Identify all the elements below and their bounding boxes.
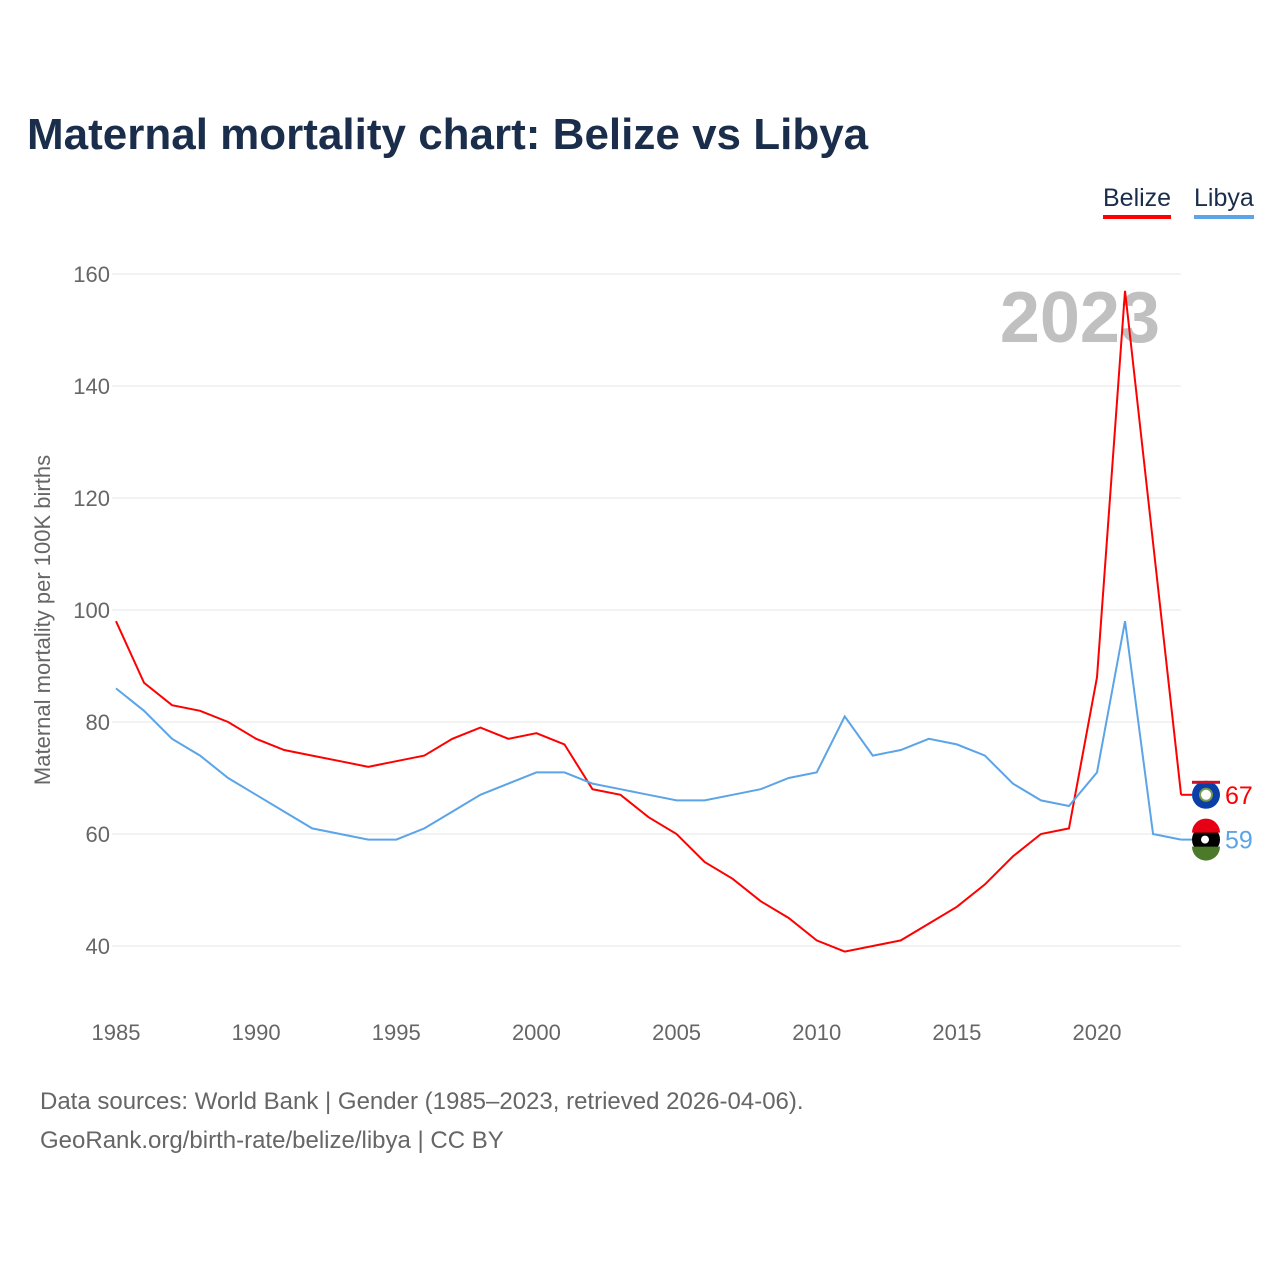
y-tick-label: 120	[73, 486, 110, 511]
page-title: Maternal mortality chart: Belize vs Liby…	[27, 110, 869, 159]
y-tick-label: 60	[86, 822, 110, 847]
x-tick-label: 2020	[1073, 1020, 1122, 1045]
y-tick-label: 100	[73, 598, 110, 623]
x-tick-label: 2015	[932, 1020, 981, 1045]
x-tick-label: 1985	[92, 1020, 141, 1045]
x-tick-label: 2005	[652, 1020, 701, 1045]
data-source: Data sources: World Bank | Gender (1985–…	[40, 1088, 804, 1115]
flag-emblem	[1199, 787, 1213, 802]
end-value-label: 59	[1225, 827, 1253, 855]
flag-stripe	[1192, 846, 1220, 861]
flag-stripe	[1192, 780, 1220, 784]
y-axis-label: Maternal mortality per 100K births	[30, 455, 55, 785]
year-watermark: 2023	[1000, 278, 1160, 358]
flag-stripe	[1192, 818, 1220, 833]
legend-libya[interactable]: Libya	[1194, 184, 1254, 219]
y-tick-label: 140	[73, 374, 110, 399]
legend-belize[interactable]: Belize	[1103, 184, 1172, 219]
x-tick-label: 2010	[792, 1020, 841, 1045]
flag-crescent	[1201, 835, 1209, 844]
end-value-label: 67	[1225, 782, 1253, 810]
y-tick-label: 80	[86, 710, 110, 735]
x-tick-label: 1990	[232, 1020, 281, 1045]
x-tick-label: 2000	[512, 1020, 561, 1045]
series-line-libya	[115, 621, 1182, 841]
series-line-belize	[115, 290, 1183, 953]
x-tick-label: 1995	[372, 1020, 421, 1045]
y-tick-label: 160	[73, 262, 110, 287]
source-link[interactable]: GeoRank.org/birth-rate/belize/libya | CC…	[40, 1127, 504, 1154]
y-tick-label: 40	[86, 934, 110, 959]
